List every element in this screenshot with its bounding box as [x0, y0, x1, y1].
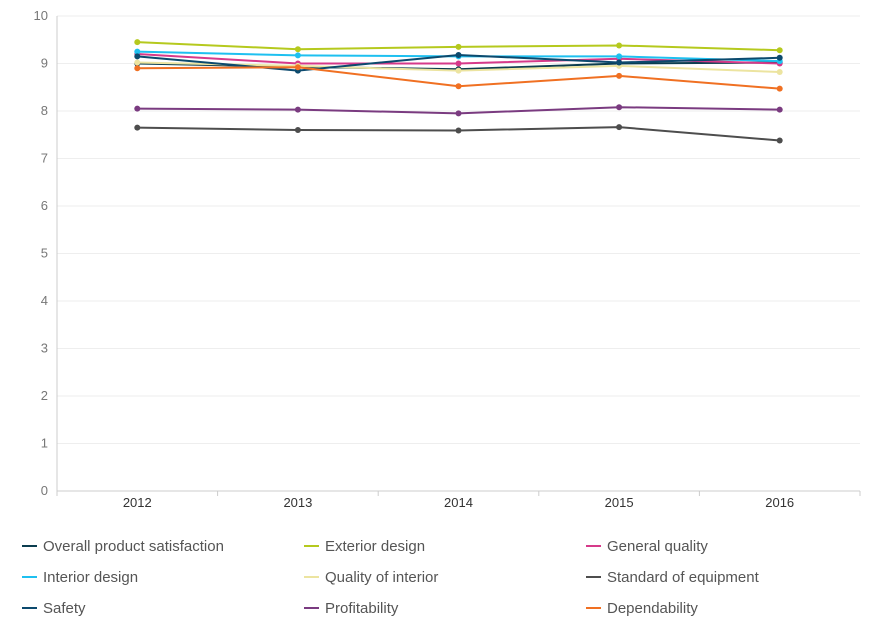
- y-tick-label: 0: [41, 483, 48, 498]
- legend-label: Overall product satisfaction: [43, 537, 224, 555]
- y-tick-label: 6: [41, 198, 48, 213]
- legend-swatch: [586, 576, 601, 578]
- data-point[interactable]: [134, 48, 141, 55]
- y-tick-label: 10: [34, 8, 48, 23]
- data-point[interactable]: [134, 105, 141, 112]
- series-8: [134, 64, 783, 92]
- series-lines: [134, 39, 783, 144]
- legend-label: Dependability: [607, 599, 698, 617]
- legend-swatch: [304, 576, 319, 578]
- data-point[interactable]: [294, 64, 301, 71]
- data-point[interactable]: [294, 127, 301, 133]
- legend-swatch: [22, 545, 37, 547]
- y-tick-label: 5: [41, 246, 48, 261]
- data-point[interactable]: [455, 127, 462, 134]
- data-point[interactable]: [776, 54, 783, 61]
- series-5: [134, 124, 783, 144]
- legend-swatch: [22, 576, 37, 578]
- legend-swatch: [586, 607, 601, 609]
- y-tick-label: 1: [41, 436, 48, 451]
- data-point[interactable]: [455, 67, 462, 74]
- data-point[interactable]: [455, 83, 462, 90]
- x-tick-label: 2014: [444, 495, 473, 510]
- data-point[interactable]: [616, 42, 623, 49]
- data-point[interactable]: [294, 46, 301, 53]
- data-point[interactable]: [134, 65, 141, 72]
- legend-label: Interior design: [43, 568, 139, 586]
- x-tick-label: 2016: [765, 495, 794, 510]
- legend-item[interactable]: Interior design: [22, 567, 138, 587]
- data-point[interactable]: [776, 85, 783, 92]
- data-point[interactable]: [776, 47, 783, 54]
- y-tick-label: 9: [41, 56, 48, 71]
- legend-item[interactable]: General quality: [586, 536, 708, 556]
- legend-label: Profitability: [325, 599, 399, 617]
- data-point[interactable]: [616, 53, 623, 60]
- legend-item[interactable]: Standard of equipment: [586, 567, 759, 587]
- data-point[interactable]: [134, 59, 141, 66]
- x-tick-label: 2015: [605, 495, 634, 510]
- data-point[interactable]: [616, 104, 623, 111]
- x-tick-label: 2013: [283, 495, 312, 510]
- data-point[interactable]: [455, 60, 462, 67]
- y-tick-label: 4: [41, 293, 48, 308]
- legend-item[interactable]: Overall product satisfaction: [22, 536, 224, 556]
- series-1: [134, 39, 783, 54]
- gridlines: [57, 15, 860, 444]
- legend-swatch: [304, 607, 319, 609]
- data-point[interactable]: [455, 43, 462, 50]
- data-point[interactable]: [776, 106, 783, 113]
- axes: 0 1 2 3 4 5 6 7 8 9 10 2012 2013 2014 2015 2016: [34, 8, 861, 510]
- legend-item[interactable]: Dependability: [586, 598, 698, 618]
- line-chart: 0 1 2 3 4 5 6 7 8 9 10 2012 2013 2014 2015 2016: [34, 8, 861, 510]
- legend-label: General quality: [607, 537, 708, 555]
- legend-label: Safety: [43, 599, 86, 617]
- series-7: [134, 104, 783, 117]
- legend-item[interactable]: Exterior design: [304, 536, 425, 556]
- data-point[interactable]: [616, 59, 623, 66]
- legend-swatch: [304, 545, 319, 547]
- legend-item[interactable]: Profitability: [304, 598, 398, 618]
- legend-item[interactable]: Quality of interior: [304, 567, 438, 587]
- data-point[interactable]: [294, 106, 301, 113]
- data-point[interactable]: [134, 39, 141, 46]
- data-point[interactable]: [294, 52, 301, 59]
- data-point[interactable]: [776, 137, 783, 144]
- legend-swatch: [22, 607, 37, 609]
- data-point[interactable]: [455, 110, 462, 117]
- y-tick-label: 2: [41, 388, 48, 403]
- data-point[interactable]: [134, 53, 141, 60]
- x-tick-label: 2012: [123, 495, 152, 510]
- data-point[interactable]: [134, 124, 141, 131]
- legend-swatch: [586, 545, 601, 547]
- data-point[interactable]: [616, 72, 623, 79]
- y-tick-label: 8: [41, 103, 48, 118]
- data-point[interactable]: [616, 124, 623, 131]
- legend-label: Exterior design: [325, 537, 426, 555]
- y-tick-label: 7: [41, 151, 48, 166]
- data-point[interactable]: [455, 51, 462, 58]
- legend-item[interactable]: Safety: [22, 598, 86, 618]
- y-tick-label: 3: [41, 341, 48, 356]
- data-point[interactable]: [776, 69, 783, 76]
- legend-label: Quality of interior: [325, 568, 439, 586]
- legend-label: Standard of equipment: [607, 568, 759, 586]
